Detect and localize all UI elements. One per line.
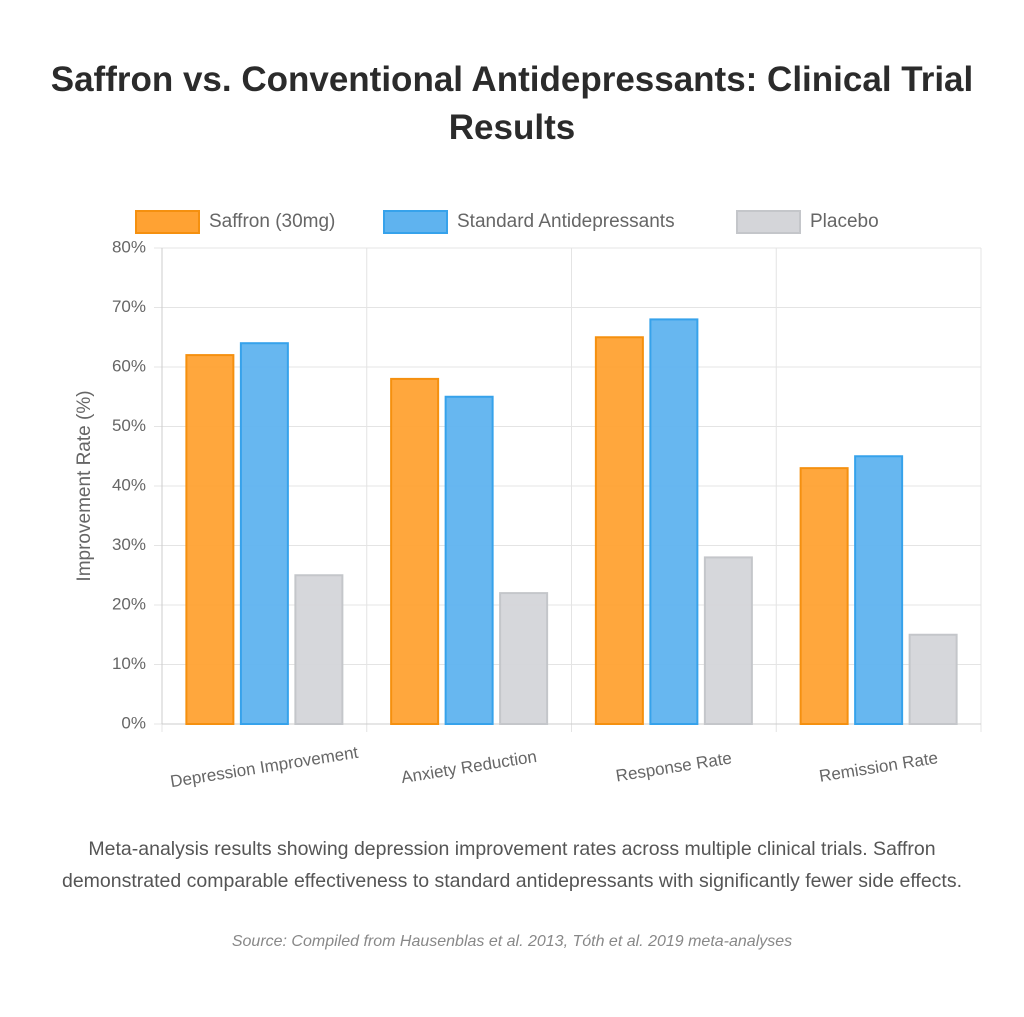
x-tick-label: Remission Rate (818, 748, 939, 786)
legend-label: Saffron (30mg) (209, 211, 335, 232)
source: Source: Compiled from Hausenblas et al. … (231, 933, 793, 950)
y-axis-title: Improvement Rate (%) (74, 390, 95, 581)
caption: Meta-analysis results showing depression… (61, 838, 963, 892)
legend-label: Standard Antidepressants (457, 211, 675, 232)
y-tick-label: 50% (112, 416, 146, 435)
chart: Improvement Rate (%) 0% 10% 20% 30% 40% 50% 60… (74, 210, 982, 792)
y-tick-label: 60% (112, 356, 146, 375)
bar (239, 342, 289, 725)
bar (185, 354, 235, 725)
bar (854, 455, 904, 725)
legend-swatch (736, 210, 801, 234)
y-tick-label: 40% (112, 475, 146, 494)
bar (594, 336, 644, 725)
y-tick-label: 80% (112, 237, 146, 256)
legend-label: Placebo (810, 211, 879, 232)
bar (703, 556, 753, 726)
bar (294, 574, 344, 725)
bar (649, 318, 699, 725)
bar (799, 467, 849, 725)
bar (908, 633, 958, 725)
x-tick-label: Depression Improvement (169, 743, 360, 792)
bar (390, 377, 440, 725)
y-tick-label: 20% (112, 594, 146, 613)
bar (499, 592, 549, 725)
y-tick-label: 10% (112, 654, 146, 673)
y-tick-label: 30% (112, 535, 146, 554)
y-tick-label: 0% (121, 713, 146, 732)
legend-swatch (383, 210, 448, 234)
x-tick-label: Response Rate (614, 748, 733, 785)
y-tick-label: 70% (112, 297, 146, 316)
legend-swatch (135, 210, 200, 234)
x-tick-label: Anxiety Reduction (400, 747, 538, 787)
chart-title: Saffron vs. Conventional Antidepressants… (50, 60, 974, 147)
bar (444, 395, 494, 725)
